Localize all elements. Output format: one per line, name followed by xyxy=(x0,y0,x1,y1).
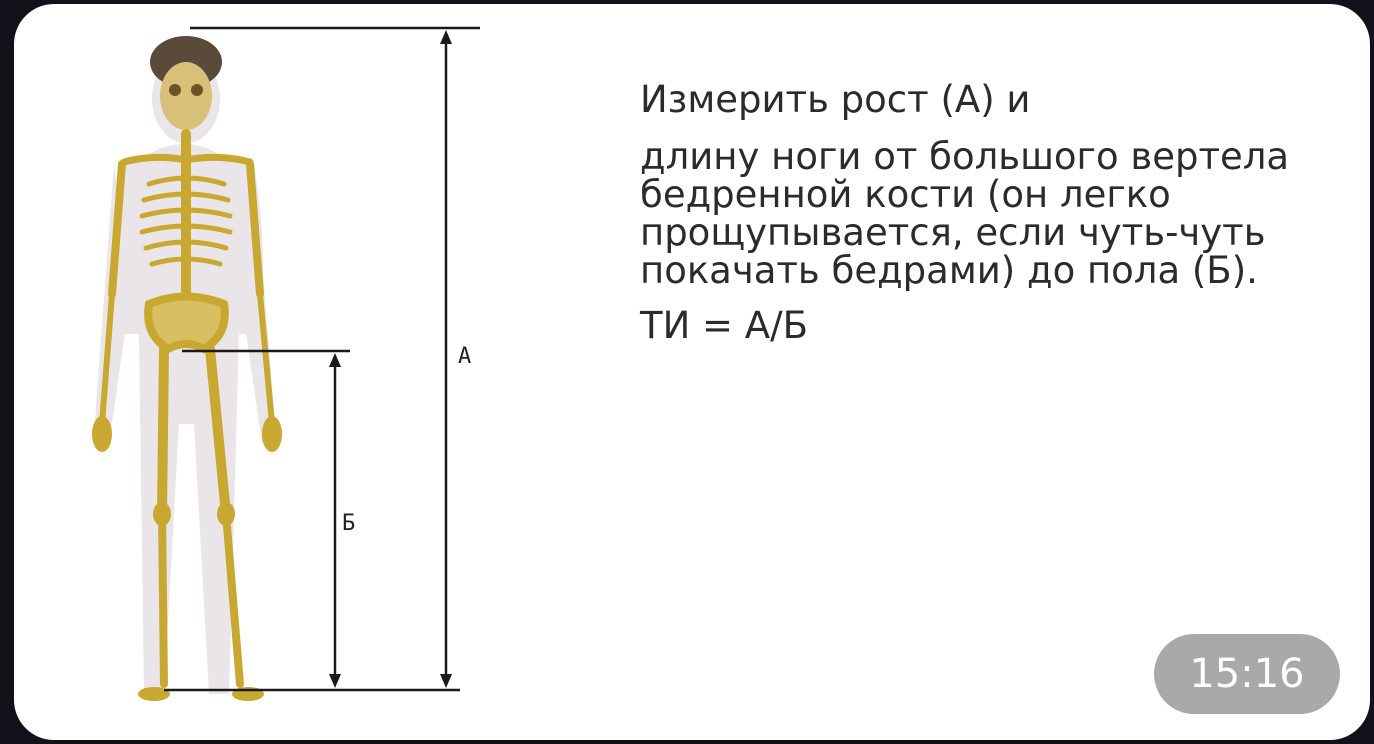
message-text: Измерить рост (А) и длину ноги от большо… xyxy=(640,78,1360,348)
message-paragraph: длину ноги от большого вертела бедренной… xyxy=(640,135,1290,292)
message-bubble[interactable]: А Б Измерить рост (А) и длину ноги от бо… xyxy=(14,4,1370,740)
message-line-1: Измерить рост (А) и xyxy=(640,78,1031,121)
measure-label-b: Б xyxy=(342,511,356,536)
skeleton-illustration xyxy=(92,26,480,701)
measure-label-a: А xyxy=(458,344,472,369)
skeleton-figure: А Б xyxy=(14,4,574,740)
message-time-badge: 15:16 xyxy=(1154,634,1340,714)
message-formula: ТИ = А/Б xyxy=(640,304,808,347)
